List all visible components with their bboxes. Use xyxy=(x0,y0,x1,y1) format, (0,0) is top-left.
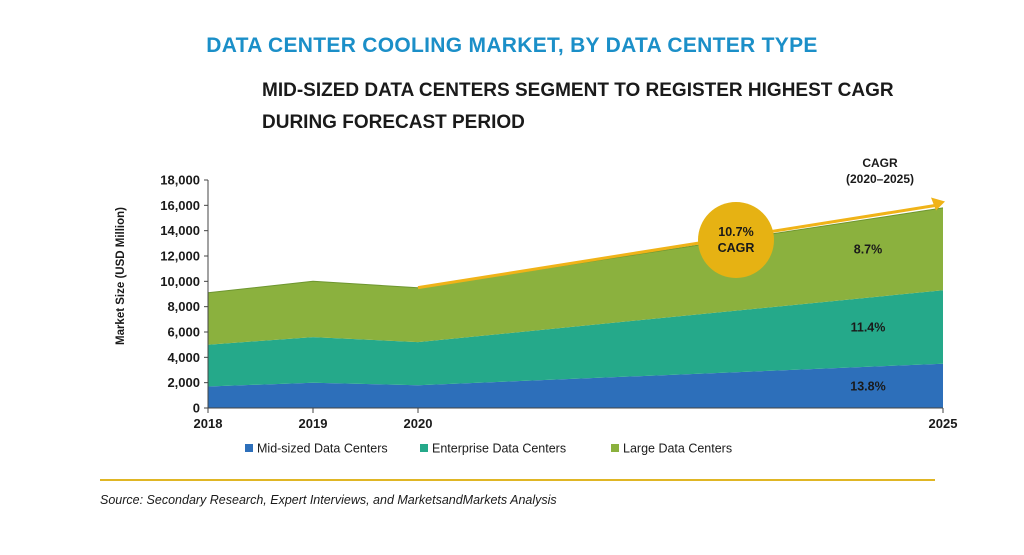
x-tick-label: 2025 xyxy=(929,416,958,431)
y-tick-label: 4,000 xyxy=(167,350,200,365)
cagr-header: CAGR xyxy=(862,156,898,170)
y-tick-label: 12,000 xyxy=(160,249,200,264)
cagr-column: CAGR (2020–2025) 13.8% 11.4% 8.7% xyxy=(846,156,914,393)
y-tick-label: 18,000 xyxy=(160,173,200,188)
cagr-bubble-text: 10.7% xyxy=(718,225,753,239)
cagr-bubble xyxy=(698,202,774,278)
source-note: Source: Secondary Research, Expert Inter… xyxy=(100,493,557,507)
cagr-value-label: 13.8% xyxy=(850,379,885,393)
total-outline xyxy=(207,207,944,294)
y-tick-label: 2,000 xyxy=(167,375,200,390)
cagr-header: (2020–2025) xyxy=(846,172,914,186)
chart-subtitle: MID-SIZED DATA CENTERS SEGMENT TO REGIST… xyxy=(262,80,894,133)
axes-group xyxy=(207,180,943,409)
y-tick-label: 0 xyxy=(193,401,200,416)
cagr-value-label: 11.4% xyxy=(851,320,886,334)
x-tick-label: 2018 xyxy=(194,416,223,431)
tick-labels-group: 0 2,000 4,000 6,000 8,000 10,000 12,000 14,000 1… xyxy=(160,173,957,432)
y-tick-label: 16,000 xyxy=(160,198,200,213)
legend-swatch xyxy=(420,444,428,452)
cagr-bubble-text: CAGR xyxy=(718,241,755,255)
stacked-area-chart: 0 2,000 4,000 6,000 8,000 10,000 12,000 14,000 1… xyxy=(115,156,957,456)
x-tick-label: 2019 xyxy=(299,416,328,431)
legend-label: Enterprise Data Centers xyxy=(432,442,566,456)
legend: Mid-sized Data Centers Enterprise Data Ce… xyxy=(245,442,732,456)
area-enterprise-data-centers xyxy=(208,290,943,387)
cagr-callout: 10.7% CAGR xyxy=(417,197,945,290)
chart-title: DATA CENTER COOLING MARKET, BY DATA CENT… xyxy=(206,34,818,57)
legend-swatch xyxy=(245,444,253,452)
cagr-value-label: 8.7% xyxy=(854,243,883,257)
legend-label: Mid-sized Data Centers xyxy=(257,442,388,456)
x-tick-label: 2020 xyxy=(404,416,433,431)
area-mid-sized-data-centers xyxy=(208,363,943,408)
area-series-group xyxy=(207,207,944,408)
y-tick-label: 14,000 xyxy=(160,223,200,238)
legend-label: Large Data Centers xyxy=(623,442,732,456)
y-tick-label: 8,000 xyxy=(167,299,200,314)
cagr-arrow-line xyxy=(417,204,936,290)
cagr-arrow-head xyxy=(931,197,945,211)
y-tick-label: 6,000 xyxy=(167,325,200,340)
legend-swatch xyxy=(611,444,619,452)
y-axis-label: Market Size (USD Million) xyxy=(115,207,127,345)
y-tick-label: 10,000 xyxy=(160,274,200,289)
